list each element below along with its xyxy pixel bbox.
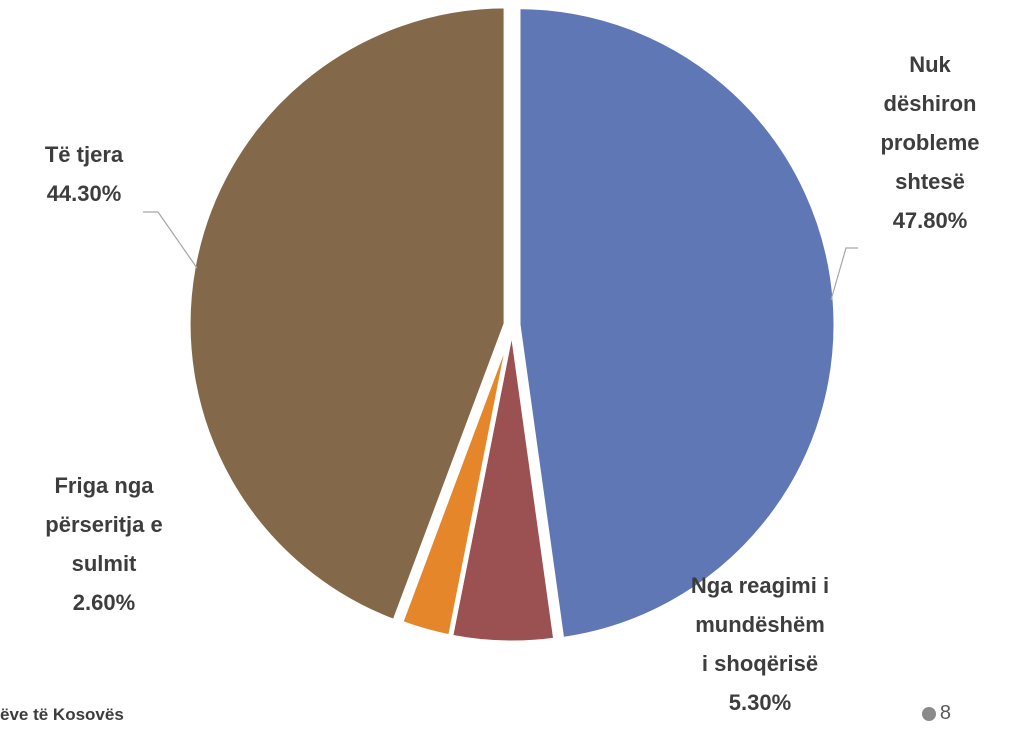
slice-name-line: Friga nga xyxy=(54,473,154,498)
slice-value-label: 44.30% xyxy=(47,181,122,206)
page-number: 8 xyxy=(921,702,951,725)
slice-label-2: Nga reagimi i mundëshëm i shoqërisë 5.30% xyxy=(691,573,829,715)
slice-label-1: Nuk dëshiron probleme shtesë 47.80% xyxy=(880,52,979,233)
leader-line-4 xyxy=(143,211,198,269)
slice-value-label: 5.30% xyxy=(729,690,791,715)
slice-value-label: 47.80% xyxy=(893,208,968,233)
pie-slice-4 xyxy=(185,3,509,625)
slice-name-line: Nuk xyxy=(909,52,951,77)
slice-name-line: probleme xyxy=(880,130,979,155)
pie-slice-3 xyxy=(398,322,515,640)
slice-name-line: shtesë xyxy=(895,169,965,194)
slice-name-line: i shoqërisë xyxy=(702,651,818,676)
pie-slice-1 xyxy=(515,4,839,643)
slice-name-line: dëshiron xyxy=(884,91,977,116)
leader-line-1 xyxy=(830,247,858,301)
slice-name-line: përseritja e xyxy=(45,512,162,537)
pie-slices xyxy=(185,3,839,646)
slice-name-line: Të tjera xyxy=(45,142,124,167)
slice-label-4: Të tjera 44.30% xyxy=(45,142,124,206)
leader-lines xyxy=(143,211,858,301)
slice-name-line: Nga reagimi i xyxy=(691,573,829,598)
slice-value-label: 2.60% xyxy=(73,590,135,615)
slice-name-line: sulmit xyxy=(72,551,137,576)
page-number-value: 8 xyxy=(939,702,951,724)
slice-labels: Nuk dëshiron probleme shtesë 47.80% Nga reagi… xyxy=(45,52,980,715)
page-bullet-icon xyxy=(921,706,936,721)
slice-label-3: Friga nga përseritja e sulmit 2.60% xyxy=(45,473,162,615)
slice-name-line: mundëshëm xyxy=(695,612,825,637)
footer-text: ëve të Kosovës xyxy=(0,705,124,724)
